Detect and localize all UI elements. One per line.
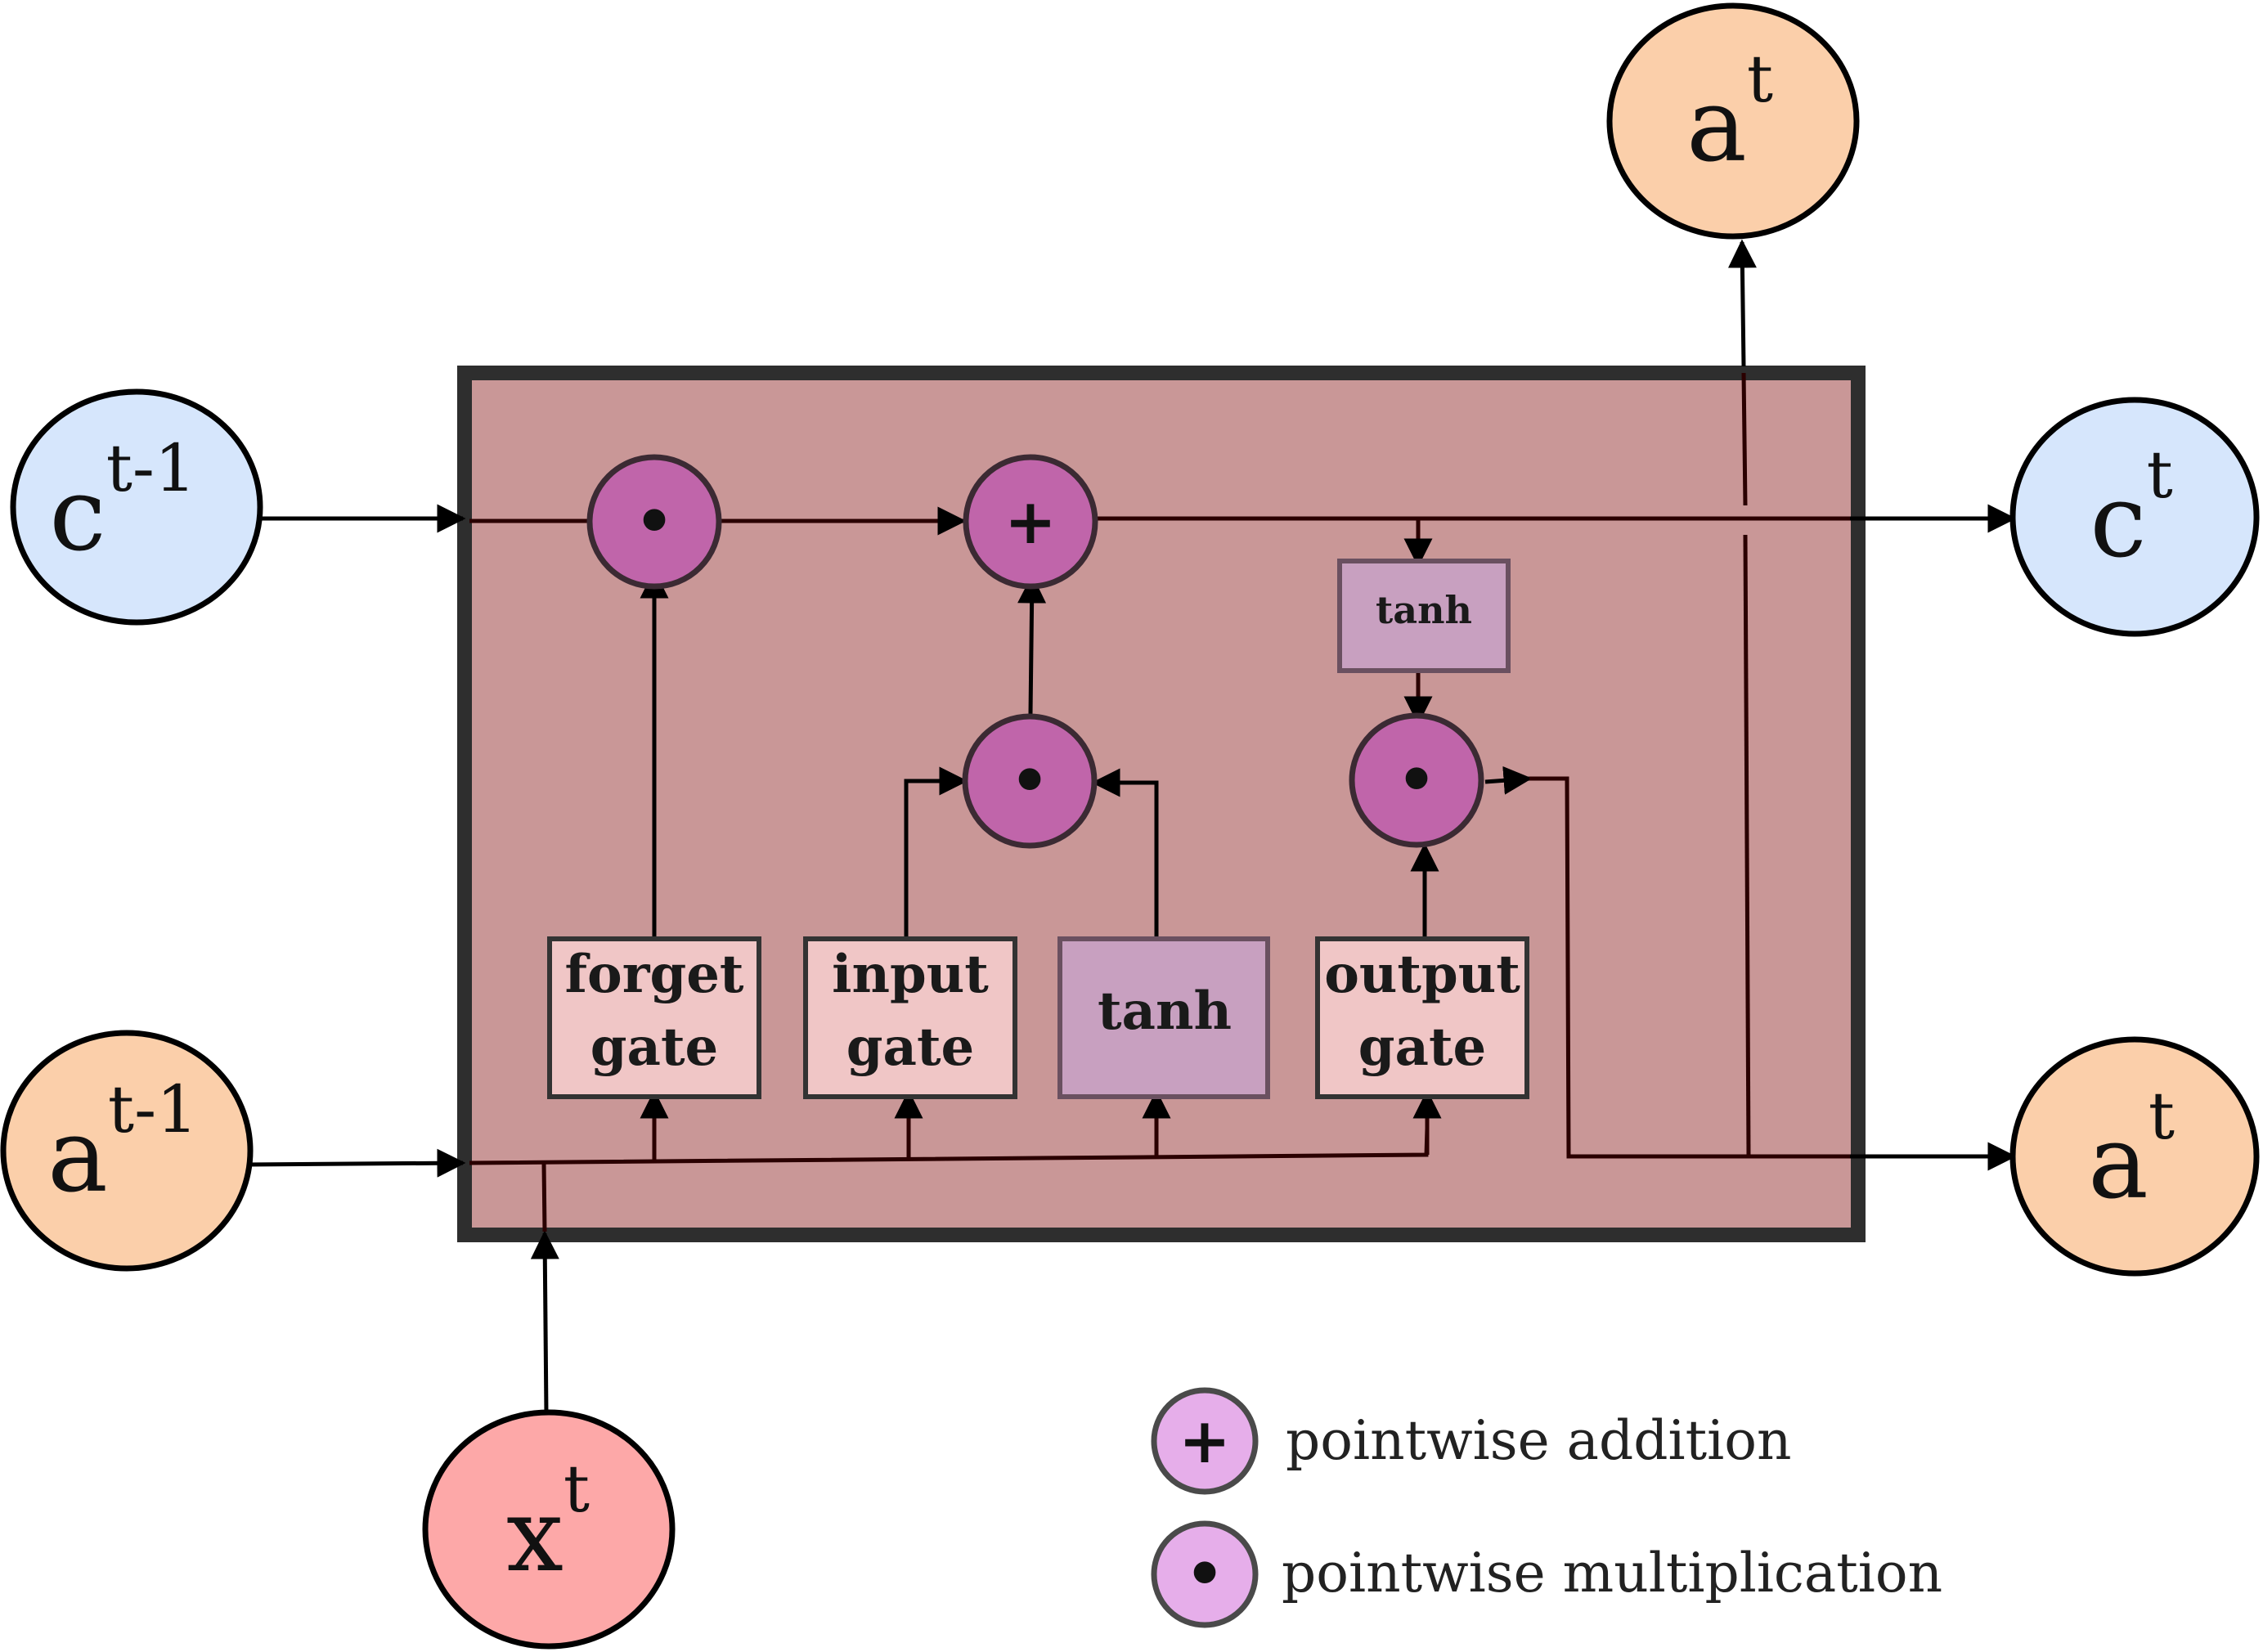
output-gate-label-1: output [1324, 944, 1520, 1005]
c-out-base: c [2090, 463, 2146, 581]
node-a-out-top: at [1610, 6, 1857, 236]
cell-add-op: + [966, 457, 1095, 586]
cell-add-symbol: + [1004, 485, 1057, 558]
tanh-cell-label: tanh [1376, 588, 1472, 632]
output-gate-box: output gate [1318, 939, 1527, 1097]
input-multiply-symbol: • [1010, 744, 1050, 817]
output-multiply-op: • [1352, 716, 1481, 845]
input-multiply-op: • [965, 716, 1094, 846]
node-c-prev: ct-1 [13, 392, 260, 622]
input-gate-label-1: input [832, 944, 989, 1005]
forget-multiply-symbol: • [635, 485, 675, 558]
forget-gate-label-2: gate [590, 1017, 719, 1078]
legend: + pointwise addition • pointwise multipl… [1154, 1390, 1942, 1625]
wire-mult-to-add [1030, 577, 1032, 714]
tanh-candidate-label: tanh [1098, 981, 1232, 1042]
forget-gate-label-1: forget [565, 944, 744, 1005]
output-gate-label-2: gate [1358, 1017, 1487, 1078]
legend-multiplication: • pointwise multiplication [1154, 1524, 1942, 1625]
tanh-candidate-box: tanh [1060, 939, 1268, 1097]
wire-a-up-upper [1744, 373, 1745, 505]
a-prev-base: a [47, 1098, 108, 1215]
c-prev-base: c [49, 456, 106, 574]
input-gate-box: input gate [806, 939, 1015, 1097]
wire-a-out-top [1742, 242, 1744, 366]
legend-addition-label: pointwise addition [1286, 1409, 1791, 1472]
a-out-right-base: a [2088, 1104, 2149, 1222]
wire-x-input [545, 1233, 546, 1415]
a-prev-sup: t-1 [108, 1071, 198, 1147]
a-out-top-base: a [1686, 67, 1747, 185]
a-out-top-sup: t [1747, 41, 1773, 117]
input-gate-label-2: gate [846, 1017, 975, 1078]
wire-x-in-cell [544, 1163, 545, 1232]
legend-addition-symbol: + [1179, 1404, 1231, 1477]
output-multiply-symbol: • [1397, 743, 1437, 816]
node-c-out: ct [2013, 400, 2256, 634]
node-x-input: xt [425, 1412, 672, 1646]
c-prev-sup: t-1 [106, 430, 196, 506]
node-a-prev: at-1 [3, 1033, 250, 1268]
x-input-base: x [506, 1477, 564, 1595]
legend-multiplication-symbol: • [1185, 1538, 1225, 1610]
forget-gate-box: forget gate [550, 939, 759, 1097]
legend-multiplication-label: pointwise multiplication [1282, 1542, 1942, 1605]
wire-a-prev [247, 1163, 463, 1165]
legend-addition: + pointwise addition [1154, 1390, 1791, 1492]
c-out-sup: t [2147, 437, 2173, 513]
tanh-cell-box: tanh [1340, 561, 1508, 671]
forget-multiply-op: • [590, 457, 719, 586]
x-input-sup: t [564, 1451, 590, 1527]
node-a-out-right: at [2013, 1039, 2256, 1273]
a-out-right-sup: t [2149, 1078, 2175, 1154]
